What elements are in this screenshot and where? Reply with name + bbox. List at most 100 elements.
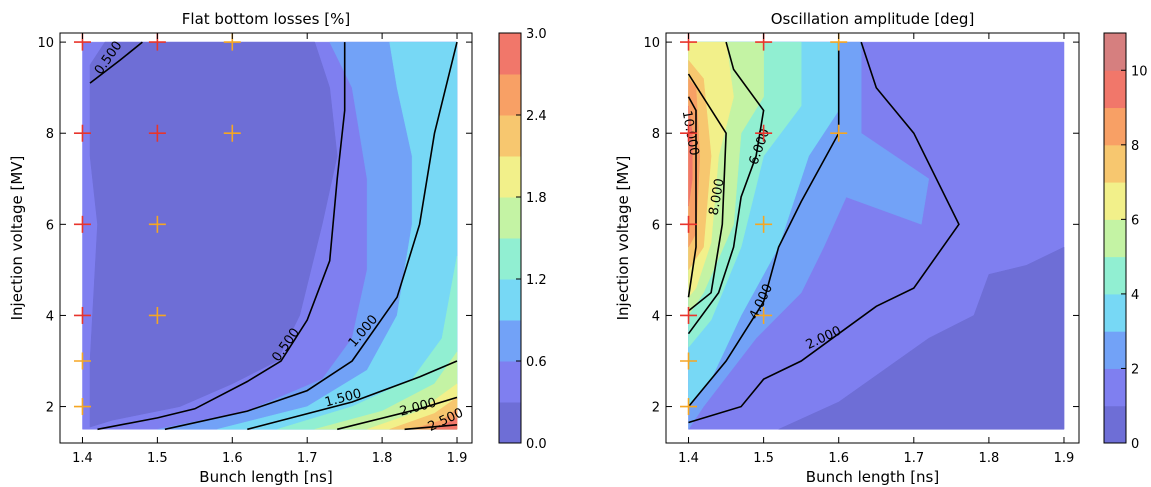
contour-label: 8.000 xyxy=(706,177,727,216)
x-axis-label: Bunch length [ns] xyxy=(806,468,939,486)
x-tick-label: 1.5 xyxy=(753,451,774,466)
colorbar-band-5 xyxy=(499,197,521,239)
chart-title: Oscillation amplitude [deg] xyxy=(771,10,975,28)
colorbar-band-6 xyxy=(499,156,521,198)
colorbar-tick-label: 1.8 xyxy=(526,191,547,206)
contour-band-level-9 xyxy=(434,417,458,430)
colorbar-band-8 xyxy=(1104,107,1126,146)
colorbar-tick-label: 4 xyxy=(1131,288,1139,303)
colorbar-band-3 xyxy=(499,279,521,321)
sample-marker xyxy=(755,306,773,324)
y-tick-label: 8 xyxy=(46,127,54,142)
sample-markers xyxy=(73,33,241,416)
x-tick-label: 1.6 xyxy=(828,451,849,466)
y-tick-label: 4 xyxy=(652,309,660,324)
colorbar-band-3 xyxy=(1104,293,1126,332)
sample-marker xyxy=(148,124,166,142)
sample-markers xyxy=(680,33,848,416)
y-tick-label: 8 xyxy=(652,127,660,142)
colorbar-band-2 xyxy=(1104,331,1126,369)
colorbar: 0 2 4 6 8 10 xyxy=(1103,32,1148,452)
colorbar: 0.0 0.6 1.2 1.8 2.4 3.0 xyxy=(498,27,547,452)
colorbar-band-7 xyxy=(1104,144,1126,183)
chart-title: Flat bottom losses [%] xyxy=(182,10,350,28)
contour-lines xyxy=(89,41,458,431)
colorbar-band-1 xyxy=(1104,368,1126,407)
contour-label-text: 8.000 xyxy=(706,177,727,216)
plot-frame xyxy=(665,32,1080,444)
y-tick-label: 2 xyxy=(652,401,660,416)
x-tick-label: 1.8 xyxy=(372,451,393,466)
y-axis-ticks: 2 4 6 8 10 xyxy=(643,36,1079,416)
contour-line-2.000 xyxy=(337,396,458,431)
colorbar-tick-label: 2.4 xyxy=(526,109,547,124)
x-axis-label: Bunch length [ns] xyxy=(199,468,332,486)
sample-marker xyxy=(73,215,91,233)
contour-line-1.500 xyxy=(247,360,458,431)
x-tick-label: 1.7 xyxy=(297,451,318,466)
colorbar-tick-label: 8 xyxy=(1131,139,1139,154)
x-tick-label: 1.7 xyxy=(903,451,924,466)
x-tick-label: 1.4 xyxy=(72,451,93,466)
colorbar-band-9 xyxy=(1104,70,1126,109)
sample-marker xyxy=(73,398,91,416)
colorbar-band-7 xyxy=(499,115,521,157)
colorbar-band-6 xyxy=(1104,182,1126,220)
sample-marker xyxy=(755,124,773,142)
colorbar-tick-label: 0.6 xyxy=(526,355,547,370)
contour-band-level-9 xyxy=(688,105,693,207)
colorbar-band-2 xyxy=(499,320,521,362)
sample-marker xyxy=(680,352,698,370)
colorbar-band-0 xyxy=(499,402,521,444)
colorbar-band-1 xyxy=(499,361,521,403)
x-axis-ticks: 1.4 1.5 1.6 1.7 1.8 1.9 xyxy=(678,33,1074,466)
x-axis-ticks: 1.4 1.5 1.6 1.7 1.8 1.9 xyxy=(72,33,467,466)
sample-marker xyxy=(148,306,166,324)
colorbar-frame xyxy=(1103,32,1127,444)
contour-line-0.500 xyxy=(89,41,143,84)
y-tick-label: 6 xyxy=(46,218,54,233)
colorbar-band-9 xyxy=(499,33,521,75)
x-tick-label: 1.4 xyxy=(678,451,699,466)
sample-marker xyxy=(73,124,91,142)
contour-band-level-0 xyxy=(89,41,338,428)
contour-line-6.000 xyxy=(687,41,765,335)
y-tick-label: 2 xyxy=(46,401,54,416)
y-tick-label: 4 xyxy=(46,309,54,324)
x-tick-label: 1.5 xyxy=(147,451,168,466)
colorbar-band-5 xyxy=(1104,219,1126,258)
sample-marker xyxy=(680,215,698,233)
contour-line-2.500 xyxy=(404,424,458,431)
sample-marker xyxy=(73,352,91,370)
contour-line-2.000 xyxy=(688,41,960,424)
colorbar-tick-label: 2 xyxy=(1131,362,1139,377)
contour-fills xyxy=(82,41,458,430)
sample-marker xyxy=(680,398,698,416)
contour-line-1.000 xyxy=(164,41,458,431)
plot-frame xyxy=(59,32,473,444)
colorbar-tick-label: 3.0 xyxy=(526,27,547,42)
colorbar-tick-label: 10 xyxy=(1131,64,1148,79)
x-tick-label: 1.6 xyxy=(222,451,243,466)
colorbar-band-4 xyxy=(1104,256,1126,295)
y-axis-label: Injection voltage [MV] xyxy=(614,156,632,321)
sample-marker xyxy=(148,215,166,233)
contour-line-10.000 xyxy=(687,96,697,298)
colorbar-band-4 xyxy=(499,238,521,280)
colorbar-frame xyxy=(498,32,522,444)
sample-marker xyxy=(680,124,698,142)
x-tick-label: 1.9 xyxy=(1054,451,1075,466)
colorbar-band-0 xyxy=(1104,405,1126,444)
contour-line-0.500 xyxy=(97,42,346,431)
contour-band-level-0 xyxy=(778,246,1065,430)
y-axis-ticks: 2 4 6 8 10 xyxy=(37,36,472,416)
sample-marker xyxy=(830,124,848,142)
sample-marker xyxy=(73,306,91,324)
sample-marker xyxy=(223,124,241,142)
colorbar-tick-label: 0.0 xyxy=(526,437,547,452)
y-tick-label: 10 xyxy=(37,36,54,51)
colorbar-band-10 xyxy=(1104,33,1126,71)
